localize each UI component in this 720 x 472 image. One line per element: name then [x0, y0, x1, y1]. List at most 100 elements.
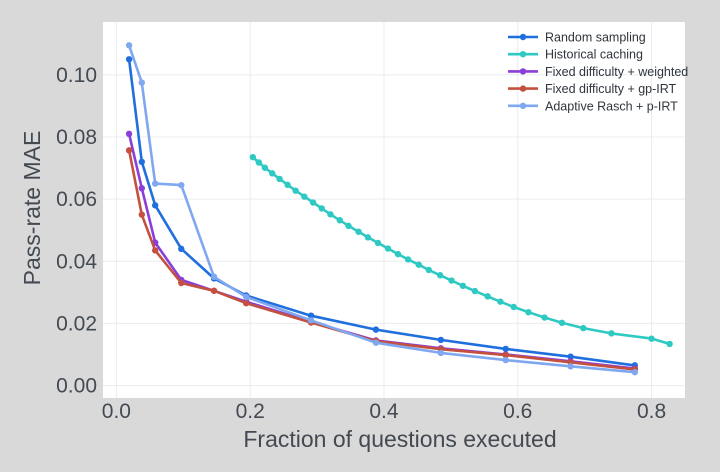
data-point — [276, 175, 283, 183]
y-tick-label: 0.04 — [56, 250, 97, 273]
x-axis-title: Fraction of questions executed — [243, 426, 556, 452]
x-tick-label: 0.6 — [503, 400, 532, 423]
data-point — [345, 222, 352, 230]
legend-item: Fixed difficulty + gp-IRT — [508, 82, 677, 96]
data-point — [318, 205, 325, 212]
data-point — [502, 345, 509, 353]
data-point — [666, 340, 673, 348]
legend-item: Historical caching — [508, 48, 643, 62]
data-point — [125, 42, 133, 49]
data-point — [292, 187, 299, 194]
data-point — [301, 193, 308, 200]
data-point — [327, 211, 334, 218]
data-point — [309, 199, 317, 206]
series-5 — [125, 42, 639, 376]
x-tick-label: 0.8 — [637, 400, 666, 423]
data-point — [558, 319, 566, 326]
x-tick-label: 0.4 — [369, 400, 399, 423]
legend-marker — [519, 102, 527, 110]
data-point — [307, 312, 315, 319]
series-2 — [249, 153, 673, 348]
data-point — [138, 185, 145, 192]
data-point — [178, 181, 185, 189]
data-point — [648, 335, 655, 342]
data-point — [502, 351, 509, 359]
y-tick-label: 0.10 — [56, 64, 97, 87]
data-point — [138, 79, 145, 86]
data-point — [631, 369, 639, 376]
data-point — [567, 363, 574, 370]
legend-label: Fixed difficulty + gp-IRT — [545, 82, 677, 96]
legend-marker — [519, 85, 527, 92]
data-point — [497, 298, 504, 305]
data-point — [210, 273, 218, 281]
data-point — [151, 247, 159, 254]
legend-marker — [519, 51, 527, 58]
series-line — [127, 43, 637, 374]
legend-marker — [519, 33, 527, 41]
data-point — [284, 181, 291, 189]
data-point — [255, 159, 263, 166]
y-tick-label: 0.00 — [56, 375, 97, 398]
y-axis-title: Pass-rate MAE — [19, 131, 45, 286]
data-point — [178, 245, 185, 253]
legend-item: Random sampling — [508, 31, 646, 45]
data-point — [269, 170, 276, 177]
data-point — [384, 245, 392, 252]
data-point — [484, 293, 491, 300]
legend-label: Adaptive Rasch + p-IRT — [545, 99, 678, 113]
data-point — [436, 272, 444, 279]
data-point — [425, 266, 432, 274]
y-tick-label: 0.02 — [56, 312, 97, 335]
data-point — [151, 180, 159, 187]
data-point — [580, 324, 587, 332]
y-axis: 0.00 0.02 0.04 0.06 0.08 0.10 — [56, 64, 97, 398]
legend-label: Random sampling — [545, 31, 646, 45]
data-point — [510, 303, 517, 311]
data-point — [437, 336, 445, 344]
data-point — [502, 356, 509, 364]
legend-marker — [519, 68, 527, 75]
data-point — [249, 153, 257, 161]
plot-area — [103, 22, 685, 398]
data-point — [178, 279, 185, 287]
data-point — [372, 326, 380, 333]
series-line — [127, 57, 637, 367]
grid — [103, 22, 685, 398]
legend-label: Historical caching — [545, 48, 643, 62]
data-point — [471, 287, 479, 295]
x-tick-label: 0.2 — [236, 400, 265, 423]
y-tick-label: 0.08 — [56, 126, 97, 149]
data-point — [415, 261, 422, 268]
data-point — [374, 239, 382, 247]
x-axis: 0.0 0.2 0.4 0.6 0.8 — [102, 400, 666, 423]
x-tick-label: 0.0 — [102, 400, 131, 423]
data-point — [242, 293, 250, 301]
data-point — [459, 282, 467, 290]
data-point — [608, 330, 615, 337]
data-point — [394, 250, 402, 258]
legend: Random sampling Historical caching Fixed d… — [508, 31, 688, 113]
data-point — [210, 287, 218, 294]
data-point — [355, 228, 362, 235]
data-point — [125, 147, 133, 154]
data-point — [125, 130, 133, 138]
data-point — [138, 158, 145, 166]
data-point — [372, 339, 380, 346]
legend-item: Fixed difficulty + weighted — [508, 65, 688, 79]
data-point — [336, 217, 344, 224]
legend-item: Adaptive Rasch + p-IRT — [508, 99, 678, 113]
data-point — [364, 234, 372, 241]
data-point — [138, 211, 145, 218]
data-point — [307, 317, 315, 324]
y-tick-label: 0.06 — [56, 188, 97, 211]
data-point — [541, 314, 548, 321]
data-point — [525, 309, 532, 316]
data-point — [151, 202, 159, 209]
data-point — [437, 349, 445, 357]
legend-label: Fixed difficulty + weighted — [545, 65, 688, 79]
data-point — [404, 256, 412, 263]
series-line — [127, 149, 637, 371]
data-point — [125, 56, 133, 63]
